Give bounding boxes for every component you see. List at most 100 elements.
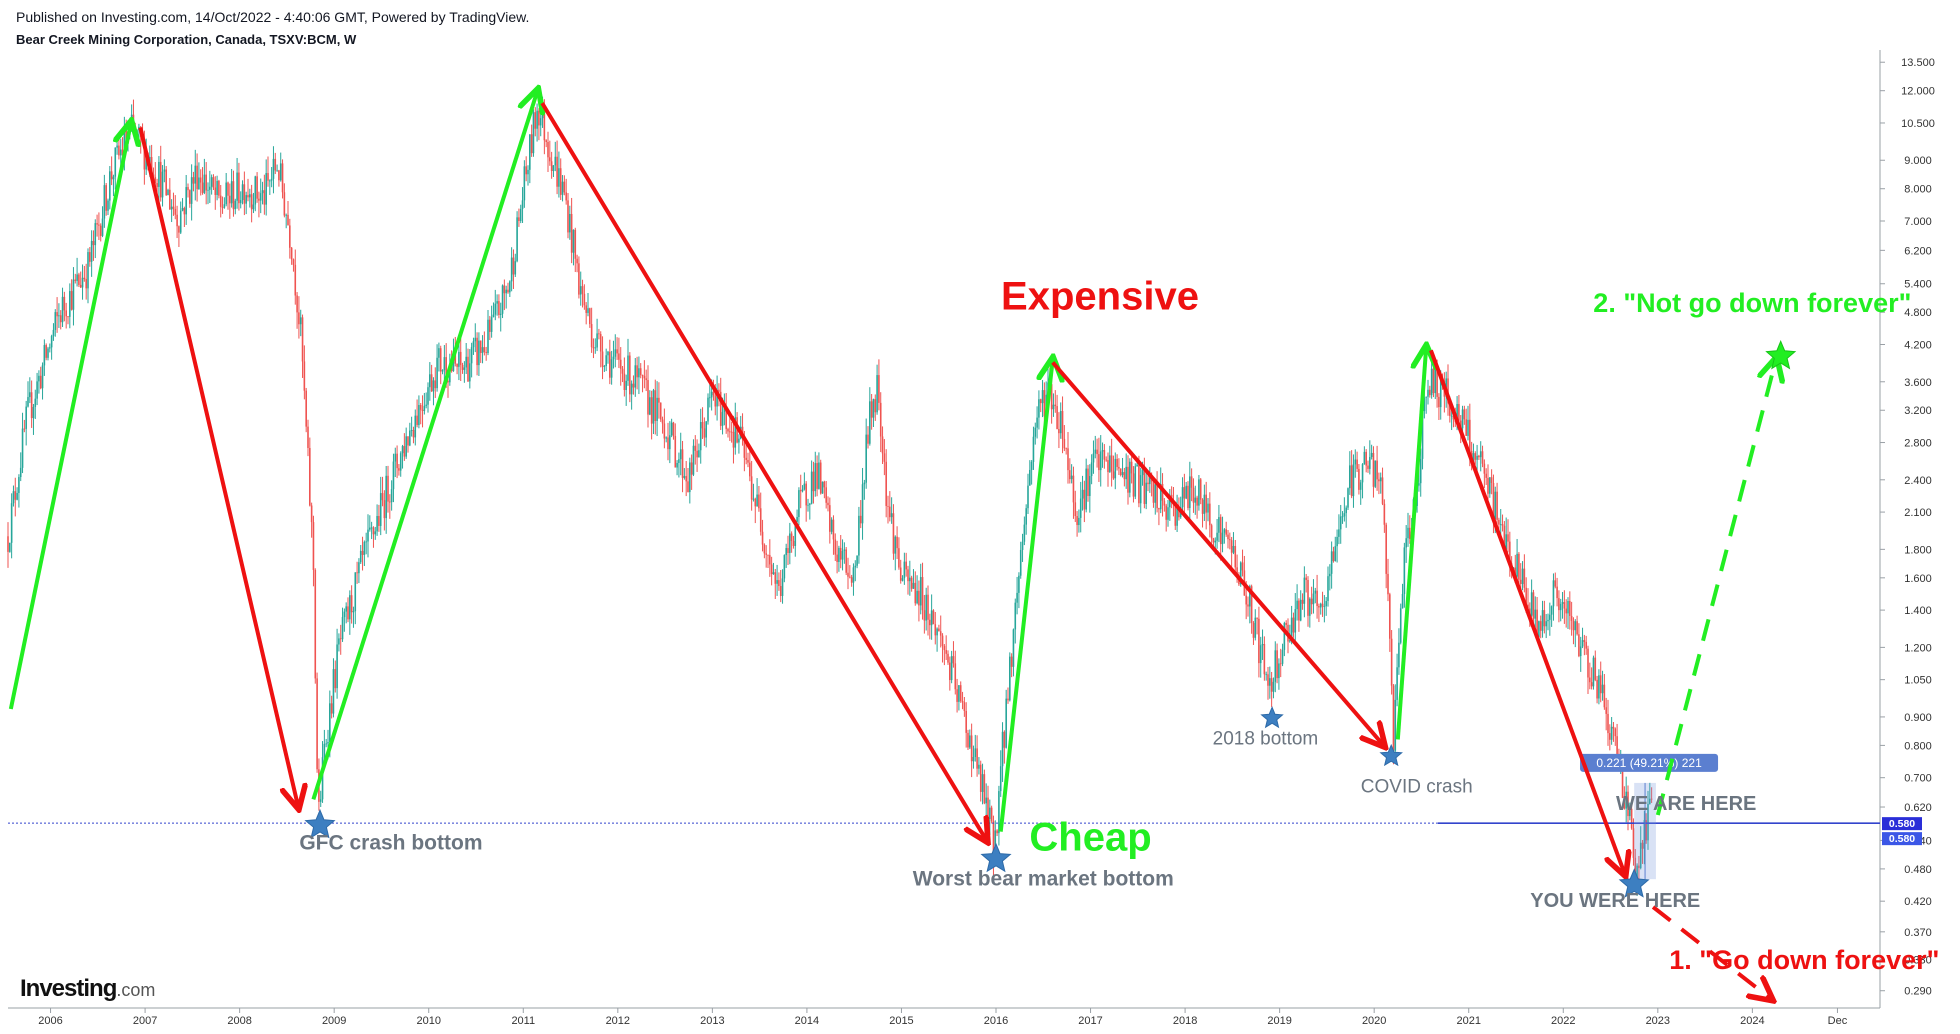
candle-body xyxy=(1347,488,1349,508)
candle-body xyxy=(494,303,497,315)
bear-bottom-star xyxy=(980,842,1012,873)
candle-body xyxy=(1550,606,1553,615)
candle-body xyxy=(656,397,658,421)
candle-body xyxy=(1029,469,1031,486)
candle-body xyxy=(376,515,378,532)
candle-body xyxy=(985,797,987,804)
candle-body xyxy=(1043,390,1046,417)
candle-body xyxy=(56,312,58,317)
candle-body xyxy=(1112,471,1115,479)
candle-body xyxy=(499,313,502,315)
candle-body xyxy=(181,208,184,211)
candle-body xyxy=(1025,508,1027,525)
candle-body xyxy=(1281,649,1284,664)
y-tick-label: 0.700 xyxy=(1904,773,1932,785)
candle-body xyxy=(876,375,878,413)
candle-body xyxy=(1499,524,1502,525)
candle-body xyxy=(1227,534,1229,540)
candle-body xyxy=(612,356,615,360)
candle-body xyxy=(1378,479,1380,482)
price-badge xyxy=(1882,817,1922,831)
candle-body xyxy=(299,317,302,325)
y-tick-label: 9.000 xyxy=(1904,155,1932,167)
candle-body xyxy=(1558,598,1560,611)
candle-body xyxy=(283,192,286,216)
candle-body xyxy=(485,352,487,354)
candle-body xyxy=(832,519,835,540)
candle-body xyxy=(514,261,517,275)
candle-body xyxy=(725,407,727,429)
candle-body xyxy=(1392,685,1395,751)
candle-body xyxy=(929,619,931,626)
candle-body xyxy=(281,163,284,193)
candle-body xyxy=(1109,455,1111,473)
candle-body xyxy=(1483,463,1486,474)
candle-body xyxy=(921,577,924,611)
candle-body xyxy=(592,347,595,349)
candle-body xyxy=(649,397,651,415)
candle-body xyxy=(554,156,557,166)
candle-body xyxy=(1599,675,1602,694)
candle-body xyxy=(130,114,133,124)
candle-body xyxy=(881,436,884,454)
candle-body xyxy=(1570,615,1573,621)
candle-body xyxy=(247,195,249,198)
candle-body xyxy=(458,351,460,367)
candle-body xyxy=(1276,650,1278,679)
candle-body xyxy=(869,401,871,444)
candle-body xyxy=(1607,713,1609,734)
candle-body xyxy=(474,337,477,342)
candle-body xyxy=(1307,579,1309,616)
candle-body xyxy=(941,635,944,646)
candle-body xyxy=(338,638,340,645)
candle-body xyxy=(1156,484,1158,509)
candle-body xyxy=(1630,808,1633,829)
candle-body xyxy=(878,375,880,403)
covid-star xyxy=(1379,743,1403,767)
candle-body xyxy=(467,356,469,382)
candle-body xyxy=(405,436,407,457)
dashed-red-arrow xyxy=(1651,905,1771,999)
candle-body xyxy=(89,252,91,262)
candle-body xyxy=(1514,567,1517,577)
candle-body xyxy=(969,735,971,748)
candle-body xyxy=(1636,865,1638,881)
candle-body xyxy=(1236,567,1238,576)
candle-body xyxy=(103,185,106,219)
label-go-down: 1. "Go down forever" xyxy=(1669,945,1939,975)
candle-body xyxy=(1267,674,1269,686)
candle-body xyxy=(763,544,766,554)
candle-body xyxy=(625,380,627,391)
candle-body xyxy=(676,462,678,468)
candle-body xyxy=(910,577,913,589)
y-tick-label: 0.370 xyxy=(1904,927,1932,939)
candle-body xyxy=(712,391,715,396)
candle-body xyxy=(719,391,722,426)
candle-body xyxy=(607,351,609,356)
candle-body xyxy=(463,367,466,370)
candle-body xyxy=(396,453,398,469)
candle-body xyxy=(659,402,662,420)
candle-body xyxy=(1423,397,1426,411)
candle-body xyxy=(1201,499,1204,514)
candle-body xyxy=(132,114,135,127)
candle-body xyxy=(1063,438,1066,449)
candle-body xyxy=(599,334,602,352)
candle-body xyxy=(570,213,573,253)
logo-suffix: .com xyxy=(116,980,156,1000)
candle-body xyxy=(156,183,158,187)
candle-body xyxy=(1183,487,1186,499)
candle-body xyxy=(559,168,562,195)
target-star xyxy=(1765,339,1797,370)
candle-body xyxy=(1218,517,1220,533)
candle-body xyxy=(827,502,829,506)
candle-body xyxy=(1481,451,1484,464)
candle-body xyxy=(572,229,575,253)
candle-body xyxy=(605,355,607,367)
candle-body xyxy=(290,247,293,260)
y-tick-label: 4.800 xyxy=(1904,307,1932,319)
candle-body xyxy=(1274,650,1277,682)
candle-body xyxy=(543,109,546,141)
candle-body xyxy=(545,140,547,143)
